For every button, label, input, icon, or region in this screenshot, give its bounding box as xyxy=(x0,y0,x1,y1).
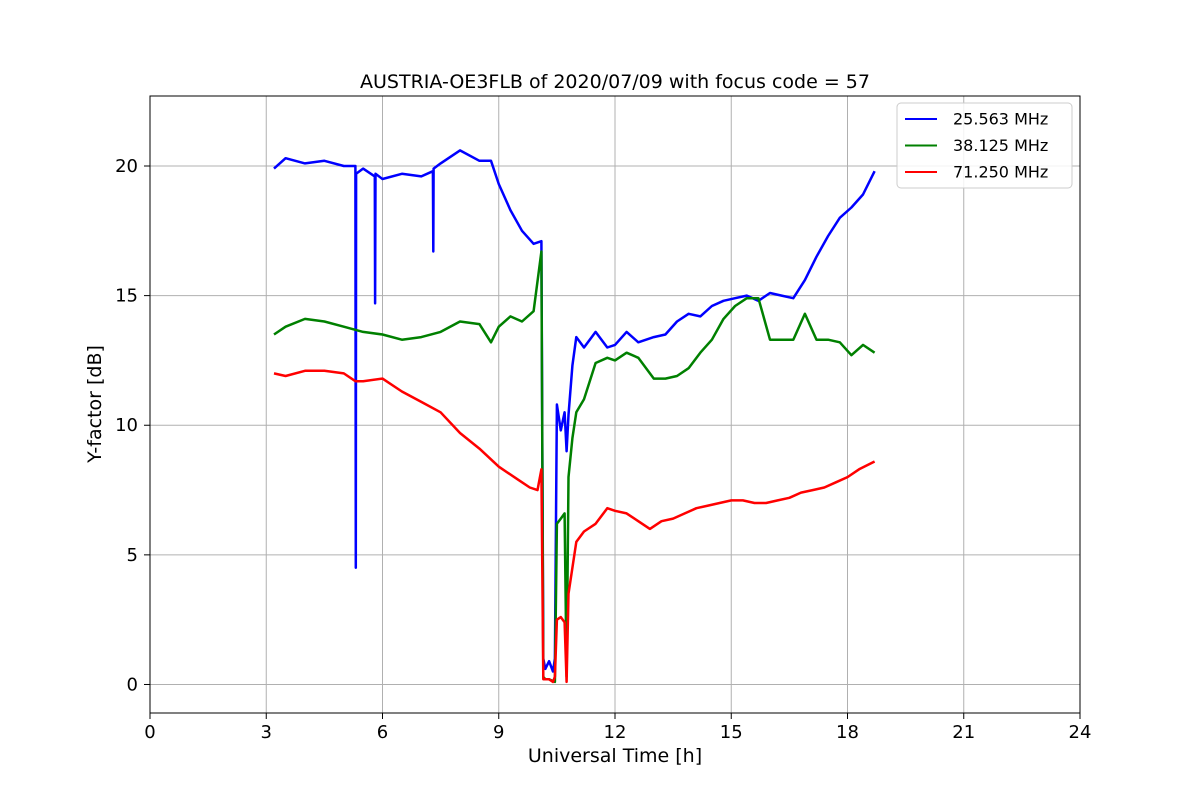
legend-label-2: 38.125 MHz xyxy=(953,136,1048,155)
legend-box xyxy=(896,102,1073,189)
axis-ticks: 0 3 6 9 12 15 18 21 24 0 5 10 15 20 xyxy=(115,156,1091,743)
legend: 25.563 MHz 38.125 MHz 71.250 MHz xyxy=(896,102,1073,189)
x-tick-label: 6 xyxy=(377,722,388,743)
y-tick-label: 15 xyxy=(115,286,138,307)
x-tick-label: 9 xyxy=(493,722,504,743)
x-tick-label: 3 xyxy=(261,722,272,743)
series-line-2 xyxy=(273,250,876,684)
y-tick-label: 5 xyxy=(127,545,138,566)
y-tick-label: 10 xyxy=(115,415,138,436)
x-axis-title: Universal Time [h] xyxy=(528,745,702,767)
x-tick-label: 21 xyxy=(952,722,975,743)
x-tick-label: 15 xyxy=(720,722,743,743)
y-tick-label: 0 xyxy=(127,674,138,695)
legend-label-3: 71.250 MHz xyxy=(953,163,1048,182)
y-axis-title: Y-factor [dB] xyxy=(84,345,106,464)
chart-title: AUSTRIA-OE3FLB of 2020/07/09 with focus … xyxy=(360,71,870,93)
series-lines xyxy=(273,149,876,684)
x-tick-label: 12 xyxy=(604,722,627,743)
x-tick-label: 18 xyxy=(836,722,859,743)
x-tick-label: 0 xyxy=(144,722,155,743)
x-tick-label: 24 xyxy=(1069,722,1092,743)
series-line-3 xyxy=(273,369,876,684)
legend-label-1: 25.563 MHz xyxy=(953,110,1048,129)
y-tick-label: 20 xyxy=(115,156,138,177)
